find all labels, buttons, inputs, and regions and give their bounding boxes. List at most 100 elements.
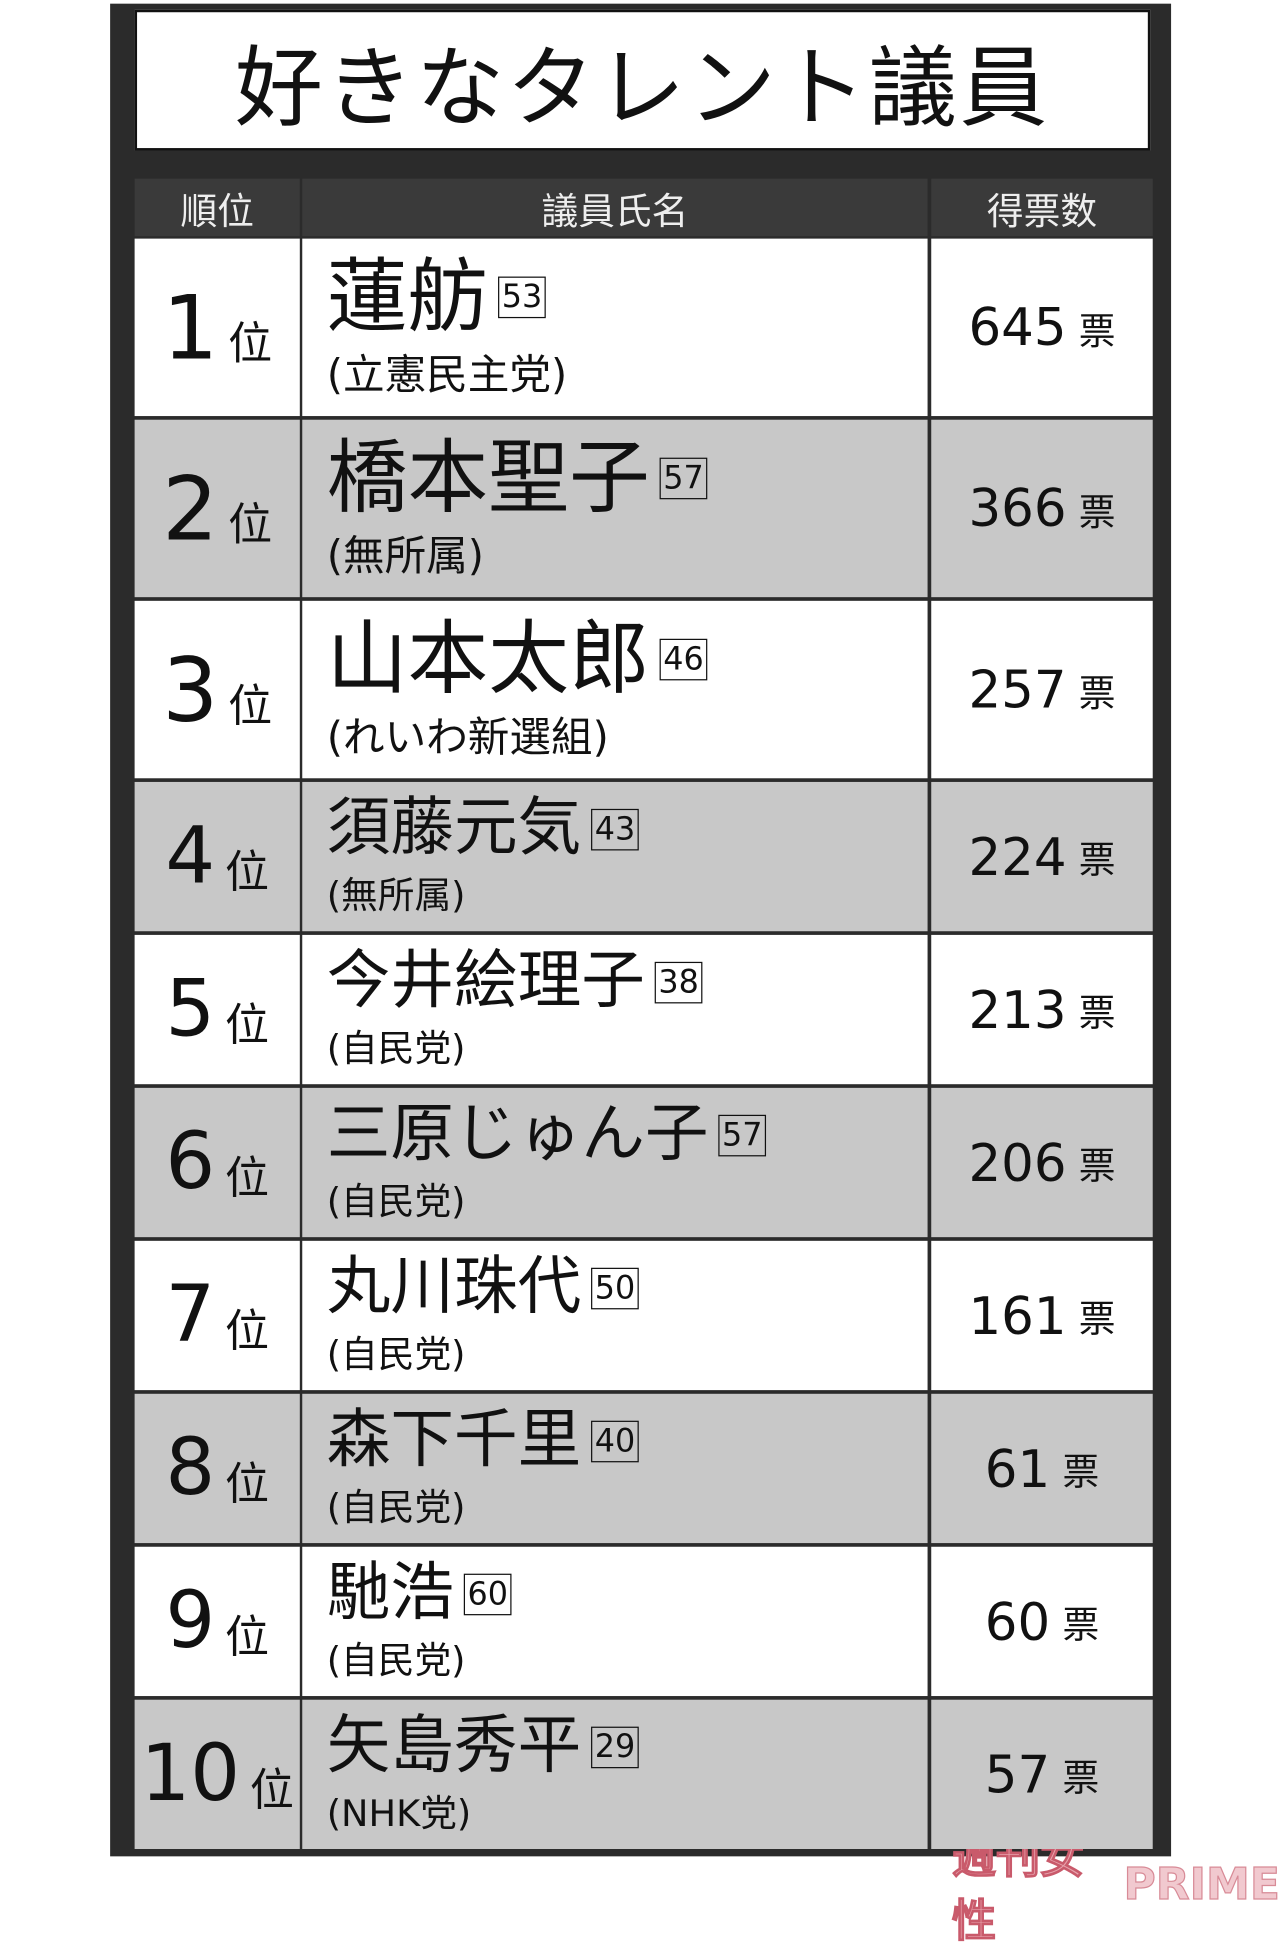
votes: 224 — [968, 826, 1067, 887]
party: (自民党) — [326, 1027, 466, 1071]
votes: 60 — [984, 1591, 1051, 1652]
party: (自民党) — [326, 1639, 466, 1683]
votes-cell: 213 票 — [931, 934, 1153, 1085]
votes: 61 — [984, 1438, 1051, 1499]
name-cell: 馳浩 60 (自民党) — [302, 1546, 928, 1697]
age: 40 — [591, 1420, 639, 1463]
rank-unit: 位 — [228, 318, 273, 369]
member-name: 丸川珠代 — [326, 1251, 582, 1325]
member-name: 蓮舫 — [326, 249, 489, 344]
party: (無所属) — [326, 532, 485, 582]
votes-unit: 票 — [1078, 310, 1116, 354]
votes-cell: 366 票 — [931, 419, 1153, 598]
rank-unit: 位 — [224, 848, 270, 899]
rank-unit: 位 — [228, 680, 273, 732]
votes: 161 — [968, 1285, 1067, 1346]
age: 38 — [654, 961, 703, 1004]
votes: 213 — [968, 979, 1067, 1040]
rank-unit: 位 — [228, 499, 273, 551]
party: (自民党) — [326, 1486, 466, 1530]
rank-number: 2 — [162, 457, 219, 560]
age: 43 — [591, 808, 639, 851]
watermark-sub: PRIME — [1123, 1859, 1280, 1911]
votes-unit: 票 — [1062, 1757, 1100, 1801]
age: 50 — [591, 1267, 639, 1310]
age: 57 — [659, 457, 708, 500]
name-line: 蓮舫 53 — [326, 249, 546, 344]
member-name: 橋本聖子 — [326, 430, 650, 525]
name-cell: 橋本聖子 57 (無所属) — [302, 419, 928, 598]
name-line: 三原じゅん子 57 — [326, 1098, 767, 1172]
member-name: 須藤元気 — [326, 792, 582, 866]
header-cell: 順位 — [134, 178, 300, 237]
name-cell: 須藤元気 43 (無所属) — [302, 781, 928, 932]
name-line: 橋本聖子 57 — [326, 430, 708, 525]
header-cell: 得票数 — [931, 178, 1153, 237]
name-line: 馳浩 60 — [327, 1559, 512, 1629]
party: (れいわ新選組) — [326, 713, 609, 763]
rank-unit: 位 — [224, 1612, 270, 1664]
votes-cell: 57 票 — [931, 1699, 1153, 1850]
votes-unit: 票 — [1078, 672, 1116, 716]
title: 好きなタレント議員 — [134, 9, 1151, 151]
rank-unit: 位 — [224, 1459, 270, 1511]
name-cell: 森下千里 40 (自民党) — [302, 1393, 928, 1544]
votes-unit: 票 — [1078, 1298, 1116, 1342]
votes: 57 — [984, 1744, 1051, 1805]
member-name: 三原じゅん子 — [326, 1098, 709, 1172]
party: (自民党) — [326, 1180, 466, 1224]
rank-unit: 位 — [224, 1306, 270, 1358]
votes-cell: 645 票 — [931, 238, 1153, 417]
member-name: 矢島秀平 — [326, 1710, 582, 1784]
votes: 366 — [968, 478, 1067, 539]
name-cell: 丸川珠代 50 (自民党) — [302, 1240, 928, 1391]
age: 53 — [498, 276, 546, 319]
party: (立憲民主党) — [326, 351, 568, 401]
votes-unit: 票 — [1078, 839, 1116, 883]
age: 57 — [718, 1114, 767, 1157]
votes-unit: 票 — [1062, 1451, 1100, 1495]
votes-unit: 票 — [1078, 1145, 1116, 1189]
member-name: 馳浩 — [326, 1557, 455, 1631]
name-line: 森下千里 40 — [327, 1406, 639, 1477]
votes-cell: 60 票 — [931, 1546, 1153, 1697]
member-name: 今井絵理子 — [326, 945, 645, 1019]
age: 60 — [463, 1573, 512, 1616]
rank-number: 4 — [165, 811, 216, 902]
votes: 645 — [968, 297, 1067, 358]
rank-number: 1 — [162, 275, 219, 379]
age: 29 — [591, 1726, 639, 1769]
votes-cell: 206 票 — [931, 1087, 1153, 1238]
votes-cell: 224 票 — [931, 781, 1153, 932]
name-line: 須藤元気 43 — [326, 792, 639, 866]
party: (NHK党) — [326, 1792, 472, 1836]
name-line: 今井絵理子 38 — [326, 945, 703, 1019]
votes: 257 — [968, 659, 1067, 720]
name-cell: 三原じゅん子 57 (自民党) — [302, 1087, 928, 1238]
name-line: 山本太郎 46 — [326, 611, 708, 706]
rank-number: 6 — [165, 1117, 216, 1208]
name-cell: 山本太郎 46 (れいわ新選組) — [302, 600, 928, 779]
header-cell: 議員氏名 — [302, 178, 928, 237]
votes-unit: 票 — [1078, 491, 1116, 535]
rank-unit: 位 — [224, 1000, 270, 1052]
name-cell: 矢島秀平 29 (NHK党) — [302, 1699, 928, 1850]
name-line: 丸川珠代 50 — [326, 1251, 639, 1325]
votes-cell: 161 票 — [931, 1240, 1153, 1391]
watermark: 週刊女性 PRIME — [951, 1832, 1280, 1947]
age: 46 — [659, 638, 708, 681]
party: (自民党) — [326, 1333, 466, 1377]
rank-number: 9 — [165, 1576, 216, 1667]
rank-number: 10 — [140, 1729, 241, 1820]
rank-unit: 位 — [224, 1153, 270, 1205]
member-name: 山本太郎 — [326, 611, 650, 706]
